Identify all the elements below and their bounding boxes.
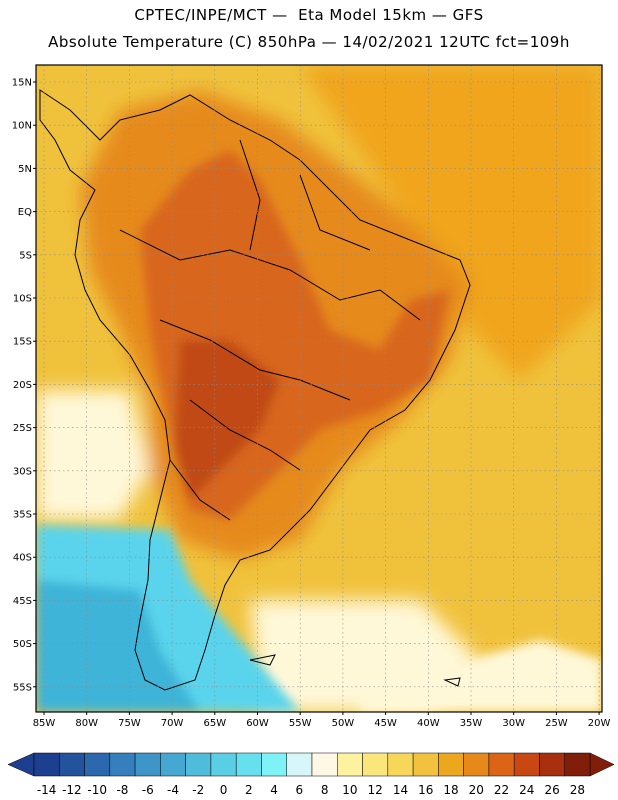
longitude-label: 45W (374, 718, 397, 729)
colorbar-swatch (539, 752, 565, 777)
latitude-label: 15S (13, 337, 32, 348)
temperature-field (36, 65, 602, 712)
longitude-label: 70W (161, 718, 184, 729)
coastlines (39, 89, 471, 691)
colorbar-label: -2 (192, 783, 204, 797)
latitude-label: 5N (18, 164, 32, 175)
colorbar-swatch (59, 752, 85, 777)
longitude-label: 25W (545, 718, 568, 729)
colorbar-swatch (134, 752, 161, 777)
colorbar-label: 14 (393, 783, 408, 797)
colorbar-label: 28 (570, 783, 585, 797)
longitude-label: 20W (588, 718, 611, 729)
latitude-label: 20S (13, 380, 32, 391)
colorbar-swatch (84, 752, 111, 777)
border-line (239, 139, 261, 251)
colorbar-label: 26 (544, 783, 559, 797)
colorbar-label: 20 (469, 783, 484, 797)
longitude-label: 60W (246, 718, 269, 729)
border-line (159, 319, 351, 401)
latitude-label: EQ (18, 207, 32, 218)
colorbar-label: 24 (519, 783, 534, 797)
colorbar-label: -12 (62, 783, 82, 797)
warm-ocean-region (300, 65, 602, 380)
colorbar-swatch (185, 752, 212, 777)
latitude-label: 40S (13, 553, 32, 564)
colorbar-label: 18 (443, 783, 458, 797)
colorbar-swatch (387, 752, 414, 777)
latitude-label: 10N (12, 121, 32, 132)
longitude-label: 35W (460, 718, 483, 729)
longitude-label: 65W (203, 718, 226, 729)
falkland-islands (249, 654, 276, 666)
colorbar-swatch (33, 752, 60, 777)
map-frame (35, 64, 603, 713)
longitude-axis: 85W 80W 75W 70W 65W 60W 55W 50W 45W 40W 35W 30W 25W 2… (33, 712, 611, 729)
colorbar-high-arrow (589, 752, 615, 777)
chart-title-line-1: CPTEC/INPE/MCT — Eta Model 15km — GFS (134, 6, 484, 24)
cool-pacific-patch (36, 390, 150, 520)
colorbar-low-arrow (7, 752, 35, 777)
colorbar-swatch (412, 752, 439, 777)
latitude-label: 10S (13, 294, 32, 305)
south-georgia-island (443, 677, 461, 687)
colorbar: -14 -12 -10 -8 -6 -4 -2 0 2 4 6 8 10 12 14 16 18 20 22 24 26… (7, 752, 615, 797)
border-line (119, 229, 421, 321)
longitude-label: 80W (75, 718, 98, 729)
colorbar-label: 2 (245, 783, 253, 797)
colorbar-label: 6 (296, 783, 304, 797)
cool-south-atlantic (360, 640, 602, 712)
colorbar-label: 22 (494, 783, 509, 797)
colorbar-swatch (564, 752, 591, 777)
longitude-label: 85W (33, 718, 56, 729)
colorbar-label: -4 (167, 783, 179, 797)
latitude-label: 55S (13, 682, 32, 693)
colorbar-label: -10 (87, 783, 107, 797)
latitude-label: 30S (13, 466, 32, 477)
longitude-label: 40W (417, 718, 440, 729)
colorbar-label: -14 (37, 783, 57, 797)
colorbar-label: -6 (142, 783, 154, 797)
colorbar-label: 10 (342, 783, 357, 797)
latitude-label: 5S (19, 250, 32, 261)
longitude-label: 75W (118, 718, 141, 729)
colorbar-swatch (109, 752, 136, 777)
colorbar-swatch (337, 752, 363, 777)
latitude-axis: 15N 10N 5N EQ 5S 10S 15S 20S 25S 30S 35S 40S 45S 50S 5… (12, 78, 36, 693)
colorbar-label: 8 (321, 783, 329, 797)
colorbar-swatch (261, 752, 287, 777)
latitude-label: 15N (12, 78, 32, 89)
latitude-label: 25S (13, 423, 32, 434)
colorbar-swatch (438, 752, 464, 777)
border-line (189, 399, 301, 471)
colorbar-swatch (362, 752, 389, 777)
colorbar-swatch (160, 752, 186, 777)
colorbar-label: 12 (368, 783, 383, 797)
colorbar-label: 16 (418, 783, 433, 797)
chart-title-line-2: Absolute Temperature (C) 850hPa — 14/02/… (48, 33, 570, 51)
colorbar-label: 0 (220, 783, 228, 797)
colorbar-label: 4 (270, 783, 278, 797)
colorbar-swatch (488, 752, 515, 777)
south-america-coastline (39, 89, 471, 691)
colorbar-swatch (513, 752, 540, 777)
colorbar-label: -8 (116, 783, 128, 797)
colorbar-swatch (286, 752, 313, 777)
border-line (299, 174, 371, 251)
colorbar-swatch (463, 752, 490, 777)
border-line (169, 459, 231, 521)
latitude-label: 35S (13, 510, 32, 521)
latitude-label: 50S (13, 639, 32, 650)
colorbar-swatch (235, 752, 262, 777)
longitude-label: 30W (502, 718, 525, 729)
land-extreme-region (175, 340, 280, 500)
very-cold-south-region (36, 580, 200, 712)
colorbar-swatch (311, 752, 338, 777)
longitude-label: 55W (289, 718, 312, 729)
colorbar-swatch (210, 752, 237, 777)
longitude-label: 50W (332, 718, 355, 729)
latitude-label: 45S (13, 596, 32, 607)
